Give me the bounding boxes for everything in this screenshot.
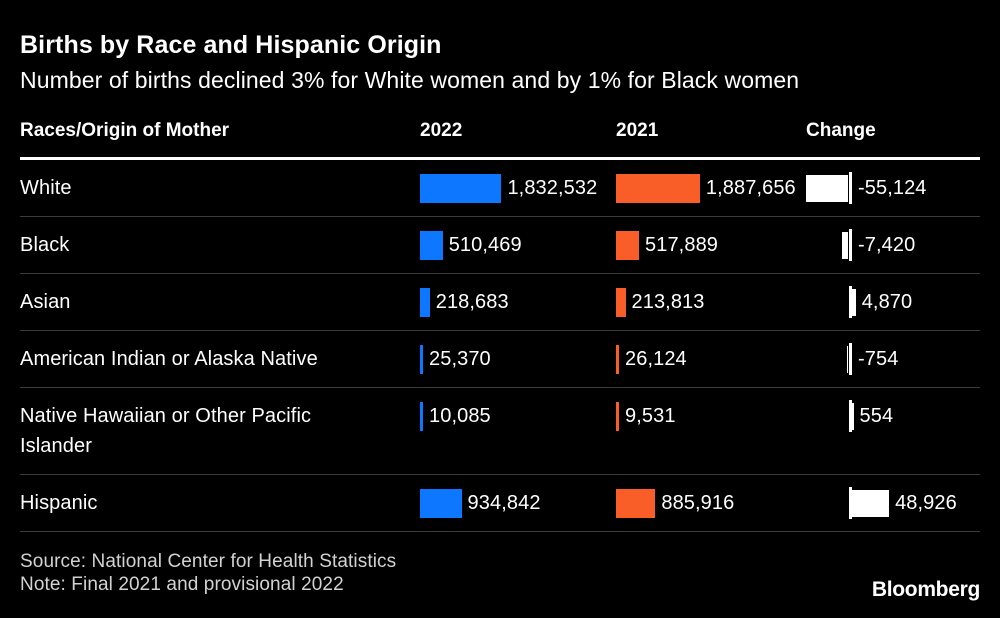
births-2021-cell: 885,916: [616, 488, 806, 518]
change-value: 48,926: [895, 491, 957, 514]
table-row: Asian 218,683 213,813 4,870: [20, 274, 980, 331]
table-row: Native Hawaiian or Other Pacific Islande…: [20, 388, 980, 475]
change-cell: 554: [806, 400, 980, 432]
value-2022: 25,370: [429, 347, 491, 370]
change-negative-zone: [806, 488, 848, 518]
change-negative-zone: [806, 173, 848, 203]
bar-2021: [616, 401, 619, 431]
table-body: White 1,832,532 1,887,656 -55,124 Black: [20, 160, 980, 532]
change-cell: -754: [806, 343, 980, 375]
births-2021-cell: 1,887,656: [616, 173, 806, 203]
change-cell: -7,420: [806, 229, 980, 261]
zero-baseline-tick: [849, 286, 852, 318]
table-header: Races/Origin of Mother 2022 2021 Change: [20, 119, 980, 160]
column-header-2021: 2021: [616, 120, 659, 141]
row-label: American Indian or Alaska Native: [20, 348, 318, 370]
change-value: -754: [858, 347, 899, 370]
change-bar-positive: [852, 489, 890, 517]
change-cell: -55,124: [806, 172, 980, 204]
change-cell: 48,926: [806, 487, 980, 519]
value-2021: 885,916: [661, 491, 735, 514]
value-2022: 934,842: [467, 491, 541, 514]
change-cell: 4,870: [806, 286, 980, 318]
zero-baseline-tick: [849, 400, 852, 432]
change-value: -55,124: [858, 176, 927, 199]
births-2022-cell: 25,370: [420, 344, 616, 374]
change-negative-zone: [806, 344, 848, 374]
source-note: Source: National Center for Health Stati…: [20, 551, 397, 572]
value-2022: 10,085: [429, 404, 491, 427]
column-header-races: Races/Origin of Mother: [20, 120, 230, 141]
births-2022-cell: 934,842: [420, 488, 616, 518]
row-label: Native Hawaiian or Other Pacific Islande…: [20, 405, 312, 457]
provisional-note: Note: Final 2021 and provisional 2022: [20, 574, 344, 595]
bar-2022: [420, 173, 502, 203]
births-2021-cell: 213,813: [616, 287, 806, 317]
value-2021: 9,531: [625, 404, 676, 427]
zero-baseline-tick: [849, 172, 852, 204]
row-label: White: [20, 177, 72, 199]
change-bar-positive: [852, 402, 854, 430]
change-value: 4,870: [861, 290, 913, 313]
value-2021: 213,813: [631, 290, 705, 313]
value-2022: 510,469: [448, 233, 522, 256]
row-label: Black: [20, 234, 70, 256]
value-2021: 517,889: [645, 233, 719, 256]
bar-2022: [420, 401, 423, 431]
change-bar-negative: [842, 231, 848, 259]
bar-2022: [420, 344, 423, 374]
row-label: Asian: [20, 291, 71, 313]
change-negative-zone: [806, 401, 848, 431]
bar-2022: [420, 287, 430, 317]
births-2022-cell: 1,832,532: [420, 173, 616, 203]
table-row: Black 510,469 517,889 -7,420: [20, 217, 980, 274]
zero-baseline-tick: [849, 343, 852, 375]
value-2022: 1,832,532: [507, 176, 598, 199]
table-row: White 1,832,532 1,887,656 -55,124: [20, 160, 980, 217]
bar-2022: [420, 488, 462, 518]
births-2022-cell: 510,469: [420, 230, 616, 260]
change-bar-positive: [852, 288, 856, 316]
births-2021-cell: 517,889: [616, 230, 806, 260]
table-row: American Indian or Alaska Native 25,370 …: [20, 331, 980, 388]
bar-2021: [616, 230, 640, 260]
births-2022-cell: 218,683: [420, 287, 616, 317]
change-bar-negative: [846, 345, 848, 373]
bloomberg-logo: Bloomberg: [871, 578, 980, 601]
column-header-2022: 2022: [420, 120, 463, 141]
table-row: Hispanic 934,842 885,916 48,926: [20, 475, 980, 532]
bar-2021: [616, 173, 700, 203]
row-label: Hispanic: [20, 492, 98, 514]
value-2021: 26,124: [625, 347, 687, 370]
bar-2021: [616, 287, 626, 317]
births-2021-cell: 9,531: [616, 401, 806, 431]
change-value: 554: [859, 404, 894, 427]
births-2022-cell: 10,085: [420, 401, 616, 431]
change-value: -7,420: [858, 233, 916, 256]
value-2021: 1,887,656: [705, 176, 796, 199]
chart-subtitle: Number of births declined 3% for White w…: [20, 67, 800, 93]
chart-title: Births by Race and Hispanic Origin: [20, 31, 442, 59]
births-2021-cell: 26,124: [616, 344, 806, 374]
bar-2021: [616, 488, 656, 518]
bar-2021: [616, 344, 619, 374]
footer: Source: National Center for Health Stati…: [20, 550, 980, 596]
bar-2022: [420, 230, 443, 260]
column-header-change: Change: [806, 120, 876, 141]
zero-baseline-tick: [849, 229, 852, 261]
change-negative-zone: [806, 230, 848, 260]
change-bar-negative: [806, 174, 848, 202]
value-2022: 218,683: [435, 290, 509, 313]
change-negative-zone: [806, 287, 848, 317]
zero-baseline-tick: [849, 487, 852, 519]
